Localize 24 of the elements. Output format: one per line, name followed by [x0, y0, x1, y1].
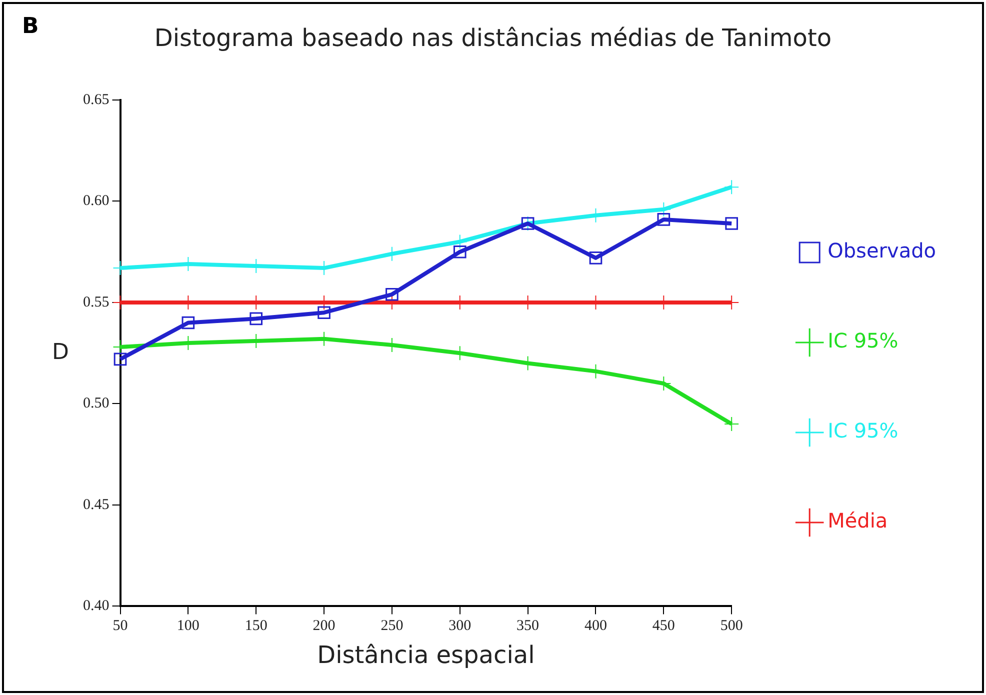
- x-tick-label: 300: [448, 618, 472, 634]
- y-tick-label: 0.55: [83, 294, 110, 310]
- y-tick-label: 0.60: [83, 193, 110, 210]
- x-tick-label: 50: [112, 618, 128, 634]
- x-tick-label: 500: [720, 618, 743, 634]
- legend-label: Média: [828, 508, 888, 533]
- x-tick-label: 400: [584, 618, 607, 634]
- legend-label: Observado: [828, 238, 936, 263]
- x-tick-label: 250: [380, 618, 404, 634]
- y-tick-label: 0.65: [83, 92, 110, 108]
- y-tick-label: 0.40: [83, 598, 110, 614]
- legend-label: IC 95%: [828, 328, 898, 353]
- y-tick-label: 0.50: [83, 396, 110, 412]
- x-tick-label: 350: [516, 618, 540, 634]
- x-tick-label: 100: [176, 618, 200, 634]
- x-tick-label: 200: [312, 618, 336, 634]
- x-axis-title: Distância espacial: [317, 640, 535, 669]
- text: B: [22, 14, 39, 39]
- y-tick-label: 0.45: [83, 496, 110, 513]
- y-axis-title: D: [52, 340, 69, 365]
- chart-title: Distograma baseado nas distâncias médias de Tanimoto: [154, 24, 832, 52]
- x-tick-label: 450: [652, 618, 675, 634]
- x-tick-label: 150: [244, 618, 268, 634]
- legend-label: IC 95%: [828, 418, 898, 443]
